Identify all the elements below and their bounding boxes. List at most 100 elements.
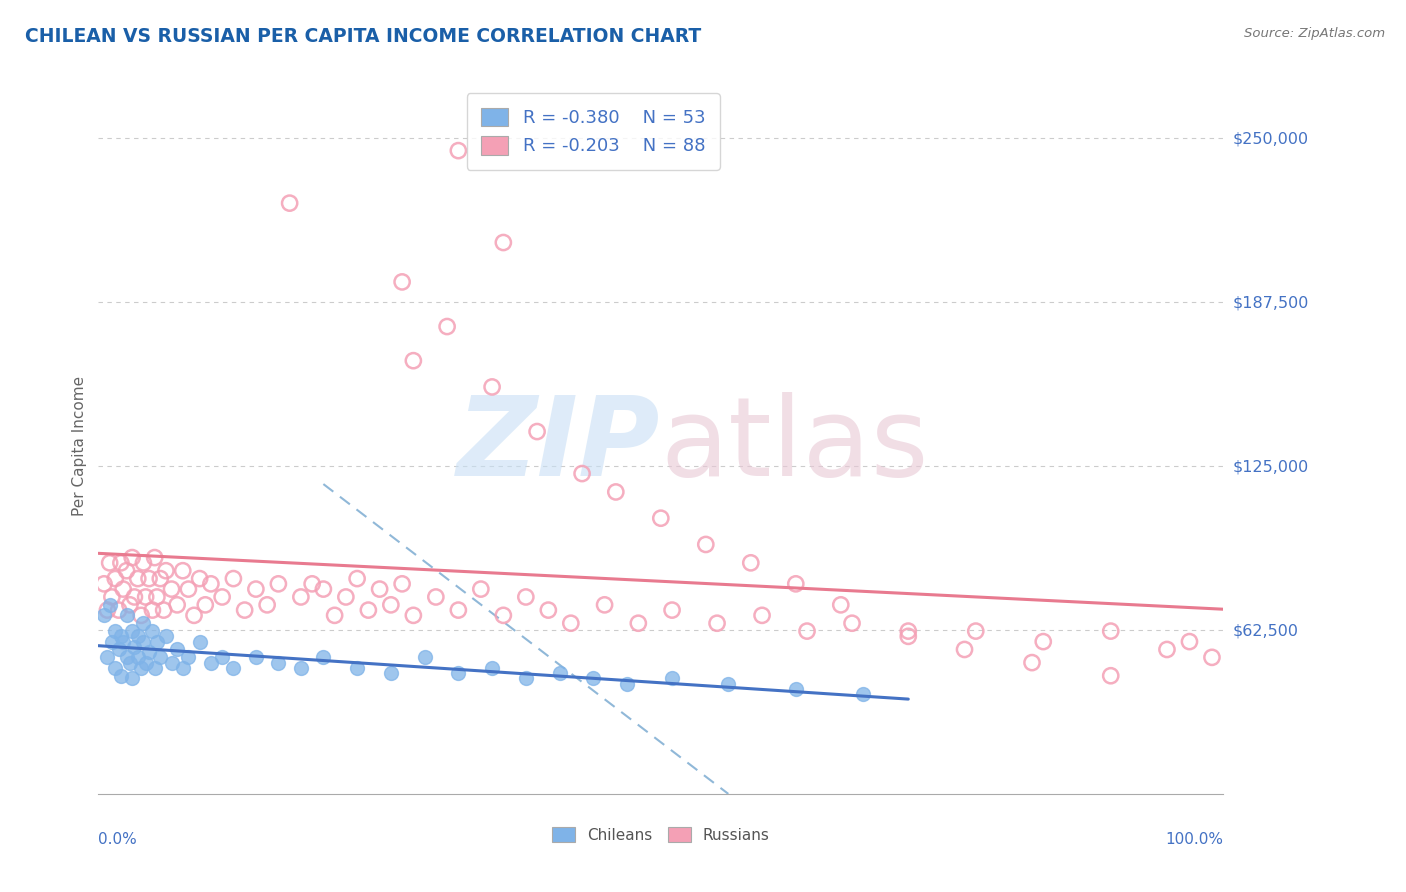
Point <box>160 582 183 596</box>
Point <box>200 656 222 670</box>
Point <box>290 590 312 604</box>
Point <box>447 144 470 158</box>
Point <box>256 598 278 612</box>
Point <box>380 598 402 612</box>
Point <box>1201 650 1223 665</box>
Point <box>593 598 616 612</box>
Point <box>402 608 425 623</box>
Point <box>413 650 436 665</box>
Point <box>368 582 391 596</box>
Point <box>245 650 267 665</box>
Text: 0.0%: 0.0% <box>98 832 138 847</box>
Point <box>380 666 402 681</box>
Point <box>1099 624 1122 639</box>
Point <box>127 629 149 643</box>
Point <box>132 616 155 631</box>
Point <box>323 608 346 623</box>
Point <box>132 556 155 570</box>
Point <box>515 590 537 604</box>
Point <box>127 572 149 586</box>
Point <box>560 616 582 631</box>
Text: 100.0%: 100.0% <box>1166 832 1223 847</box>
Point <box>751 608 773 623</box>
Point <box>110 556 132 570</box>
Point <box>166 642 188 657</box>
Point <box>661 671 683 685</box>
Point <box>425 590 447 604</box>
Point <box>661 603 683 617</box>
Point <box>616 676 638 690</box>
Point <box>155 564 177 578</box>
Point <box>627 616 650 631</box>
Point <box>548 666 571 681</box>
Text: Source: ZipAtlas.com: Source: ZipAtlas.com <box>1244 27 1385 40</box>
Point <box>436 319 458 334</box>
Point <box>785 577 807 591</box>
Point <box>605 485 627 500</box>
Legend: Chileans, Russians: Chileans, Russians <box>546 821 776 849</box>
Point <box>107 642 129 657</box>
Point <box>194 598 217 612</box>
Point <box>143 550 166 565</box>
Point <box>172 564 194 578</box>
Point <box>121 550 143 565</box>
Point <box>121 671 143 685</box>
Point <box>98 598 121 612</box>
Point <box>110 629 132 643</box>
Point <box>402 353 425 368</box>
Point <box>129 608 152 623</box>
Point <box>796 624 818 639</box>
Point <box>115 564 138 578</box>
Point <box>470 582 492 596</box>
Point <box>571 467 593 481</box>
Point <box>312 650 335 665</box>
Point <box>841 616 863 631</box>
Point <box>537 603 560 617</box>
Point <box>149 650 172 665</box>
Point <box>118 598 141 612</box>
Point <box>830 598 852 612</box>
Point <box>160 656 183 670</box>
Point <box>346 572 368 586</box>
Point <box>112 582 135 596</box>
Point <box>121 624 143 639</box>
Point <box>1099 669 1122 683</box>
Point <box>357 603 380 617</box>
Point <box>112 634 135 648</box>
Point <box>965 624 987 639</box>
Point <box>172 661 194 675</box>
Point <box>222 572 245 586</box>
Point <box>96 603 118 617</box>
Point <box>267 577 290 591</box>
Text: CHILEAN VS RUSSIAN PER CAPITA INCOME CORRELATION CHART: CHILEAN VS RUSSIAN PER CAPITA INCOME COR… <box>25 27 702 45</box>
Point <box>481 661 503 675</box>
Point <box>1032 634 1054 648</box>
Point <box>101 590 124 604</box>
Point <box>104 661 127 675</box>
Text: ZIP: ZIP <box>457 392 661 500</box>
Point <box>211 590 233 604</box>
Point <box>492 608 515 623</box>
Point <box>118 656 141 670</box>
Point <box>143 661 166 675</box>
Point <box>166 598 188 612</box>
Y-axis label: Per Capita Income: Per Capita Income <box>72 376 87 516</box>
Point <box>146 634 169 648</box>
Point <box>98 556 121 570</box>
Point <box>222 661 245 675</box>
Point <box>391 577 413 591</box>
Point <box>93 577 115 591</box>
Point <box>177 650 200 665</box>
Point <box>278 196 301 211</box>
Point <box>115 650 138 665</box>
Point <box>124 590 146 604</box>
Point <box>135 590 157 604</box>
Point <box>93 608 115 623</box>
Point <box>515 671 537 685</box>
Point <box>141 624 163 639</box>
Point <box>301 577 323 591</box>
Point <box>346 661 368 675</box>
Point <box>897 624 920 639</box>
Point <box>188 572 211 586</box>
Point <box>526 425 548 439</box>
